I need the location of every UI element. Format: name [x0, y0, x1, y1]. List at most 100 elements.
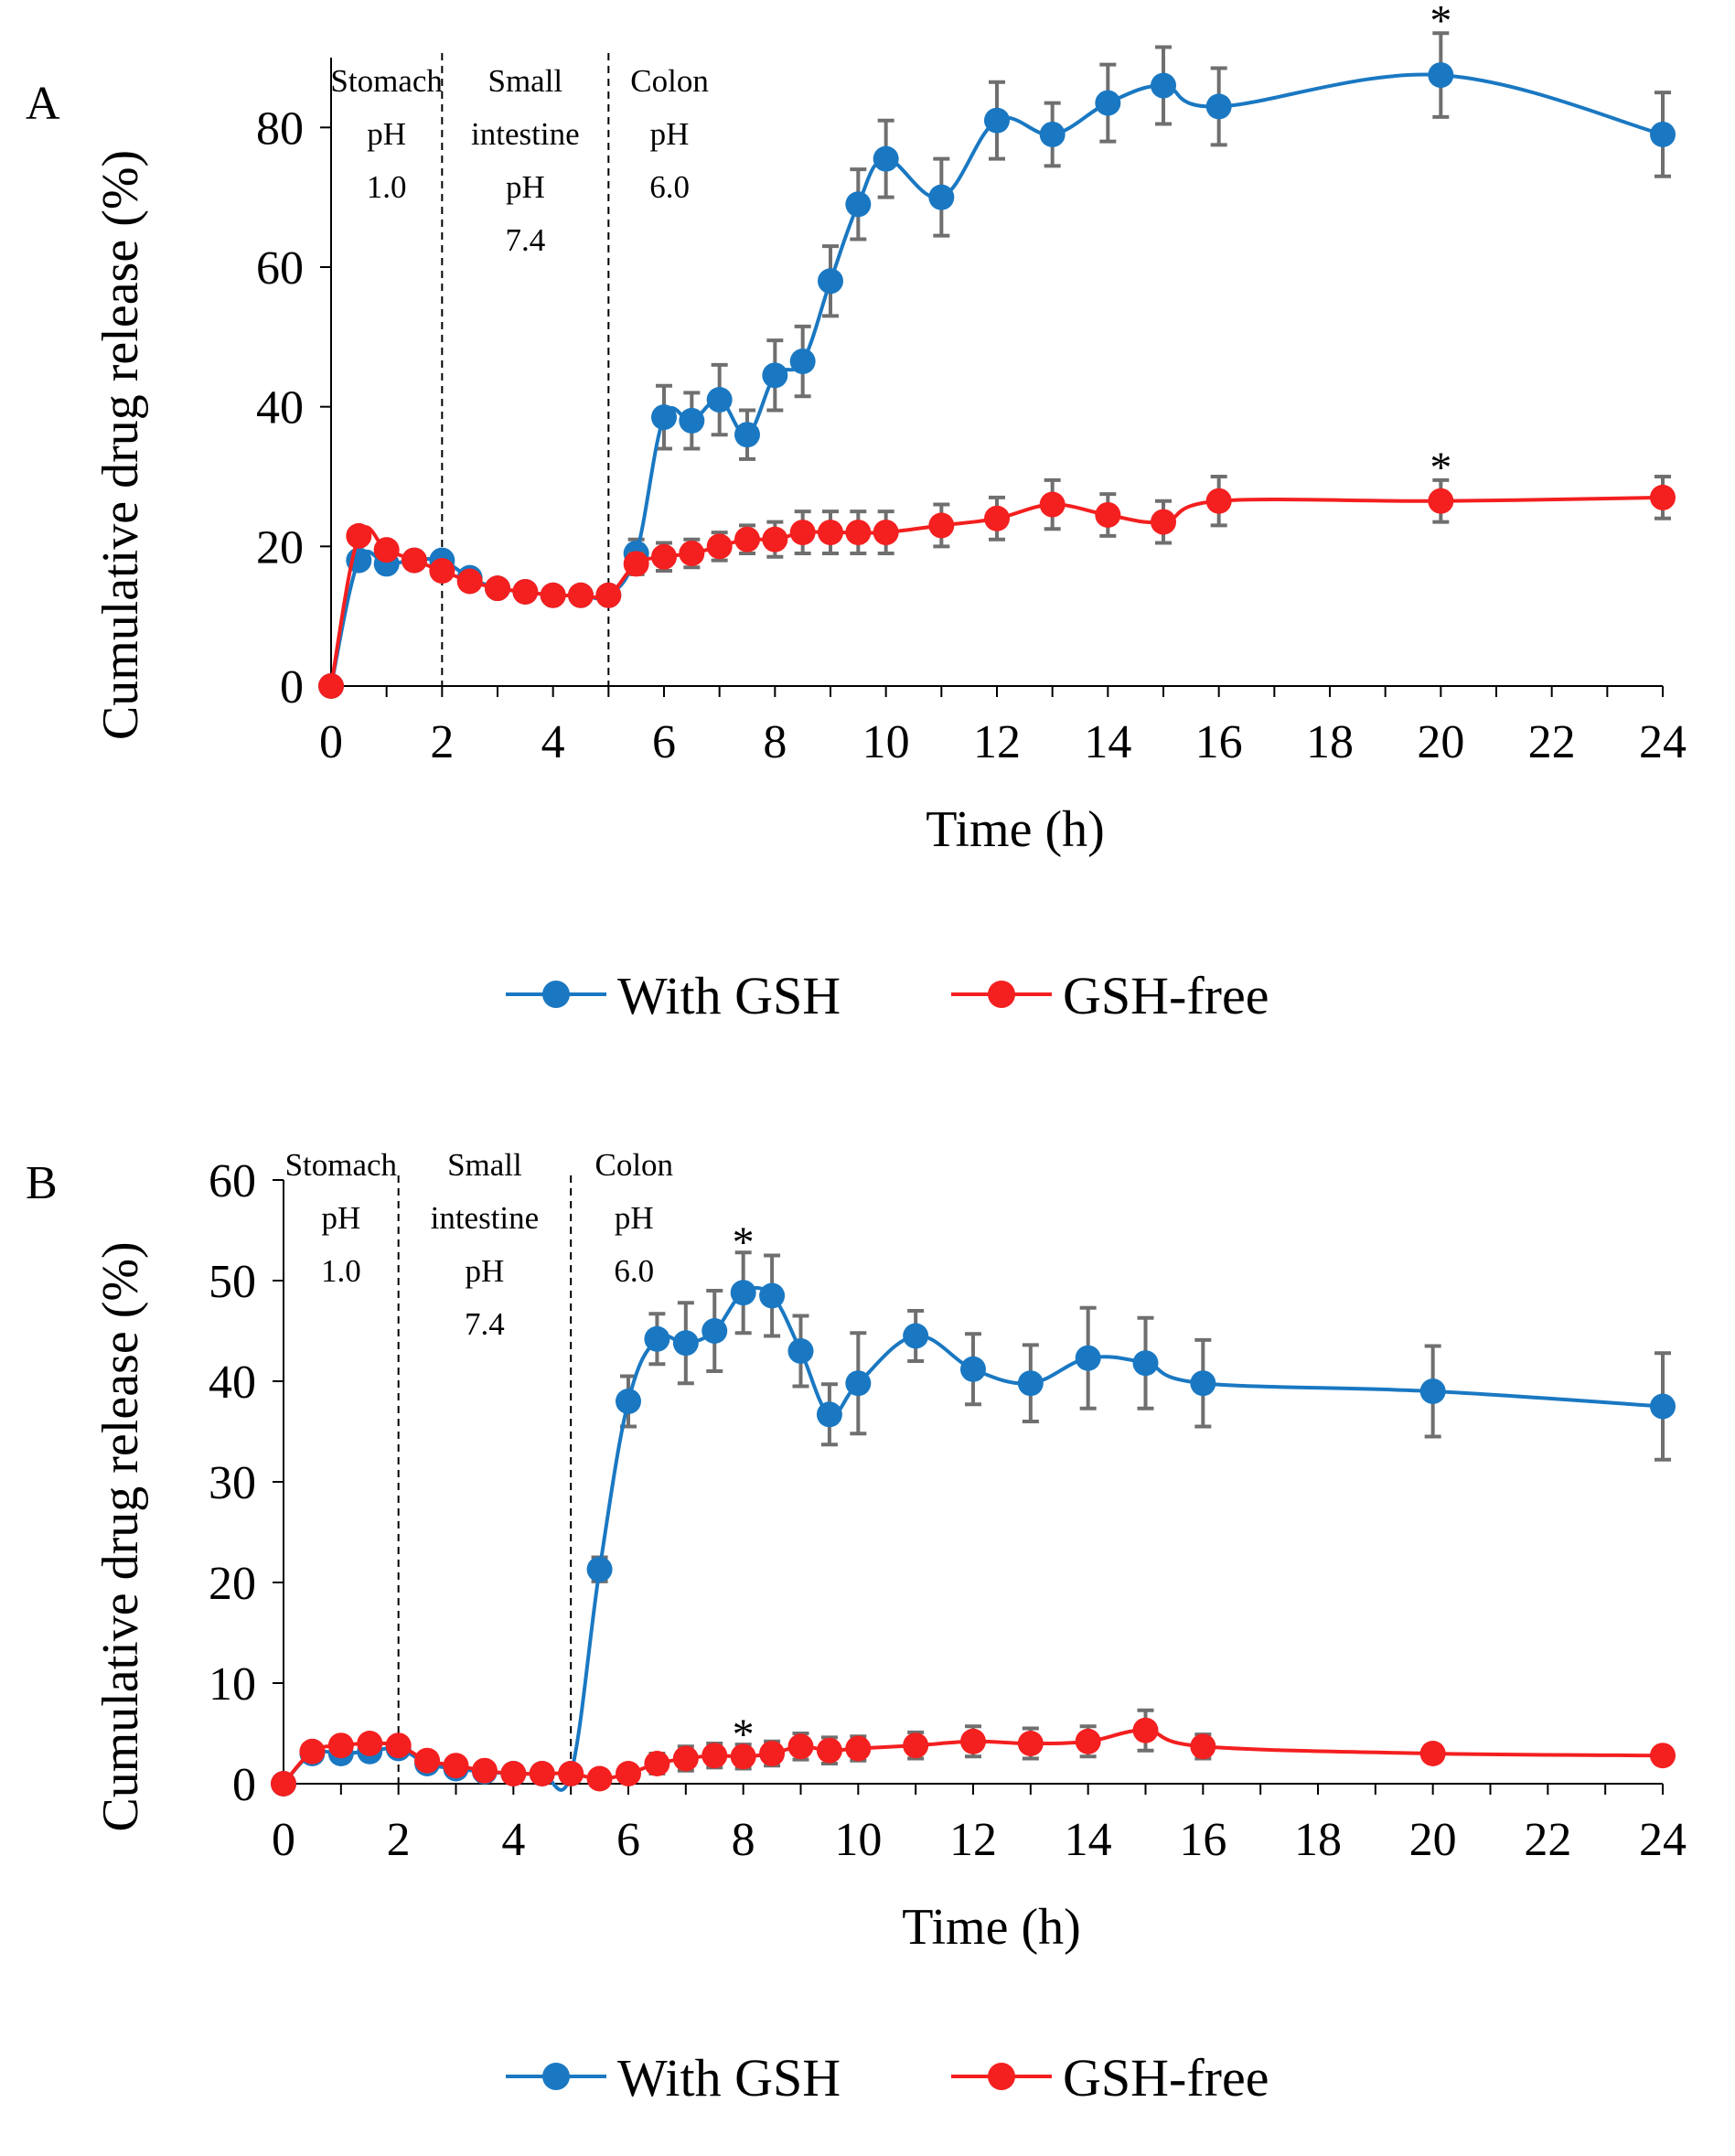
y-tick-label: 60	[209, 1155, 256, 1207]
y-tick-label: 40	[256, 382, 304, 434]
x-tick-label: 10	[862, 716, 910, 768]
significance-marker: *	[1430, 444, 1451, 492]
data-point	[1205, 488, 1232, 514]
panel-a-y-axis-title: Cumulative drug release (%)	[92, 150, 149, 740]
legend-label-with-gsh: With GSH	[617, 2048, 841, 2108]
panel-a-x-ticks: 0 2 4 6 8 10 12 14 16 18 20 22 24	[319, 686, 1687, 768]
data-point	[586, 1765, 613, 1792]
data-point	[706, 533, 733, 560]
region-label-line: Colon	[630, 63, 709, 99]
region-label-line: Small	[447, 1147, 522, 1183]
data-point	[960, 1728, 986, 1754]
x-tick-label: 0	[272, 1814, 295, 1866]
panel-b-significance: **	[733, 1218, 755, 1759]
x-tick-label: 12	[949, 1814, 997, 1866]
region-label-0: Stomach pH 1.0	[330, 63, 443, 205]
region-label-2: Colon pH 6.0	[594, 1147, 673, 1289]
data-point	[759, 1741, 786, 1766]
region-label-line: pH	[367, 116, 406, 152]
legend-swatch-marker	[988, 981, 1015, 1008]
data-point	[789, 520, 816, 546]
x-tick-label: 24	[1639, 716, 1687, 768]
region-label-line: pH	[466, 1253, 505, 1289]
data-point	[1190, 1370, 1216, 1397]
data-point	[1151, 72, 1176, 99]
data-point	[1039, 121, 1066, 147]
panel-a-y-ticks: 0 20 40 60 80	[256, 102, 331, 713]
data-point	[701, 1318, 728, 1344]
data-point	[595, 582, 622, 608]
region-label-line: 1.0	[321, 1253, 361, 1289]
data-point	[960, 1356, 986, 1382]
data-point	[762, 526, 788, 552]
y-tick-label: 30	[209, 1457, 256, 1509]
x-tick-label: 10	[834, 1814, 882, 1866]
data-point	[558, 1761, 584, 1786]
significance-marker: *	[1430, 0, 1451, 45]
data-point	[789, 349, 816, 375]
x-tick-label: 12	[973, 716, 1021, 768]
panel-a: A Stomach pH 1.0 Small intestine pH 7.4 Colon pH…	[26, 0, 1687, 858]
data-point	[1075, 1728, 1101, 1754]
data-point	[1650, 484, 1676, 510]
data-point	[616, 1761, 641, 1786]
legend-label-with-gsh: With GSH	[617, 966, 841, 1025]
data-point	[679, 540, 705, 566]
data-point	[1419, 1741, 1446, 1766]
x-tick-label: 24	[1639, 1814, 1687, 1866]
x-tick-label: 2	[387, 1814, 411, 1866]
region-label-line: Colon	[594, 1147, 673, 1183]
panel-a-region-labels: Stomach pH 1.0 Small intestine pH 7.4 Colon pH 6.…	[330, 63, 708, 258]
data-point	[816, 1401, 842, 1428]
region-label-1: Small intestine pH 7.4	[471, 63, 580, 258]
data-point	[318, 673, 344, 699]
data-point	[1017, 1731, 1044, 1756]
data-point	[706, 387, 733, 413]
x-tick-label: 4	[501, 1814, 525, 1866]
region-label-line: Stomach	[285, 1147, 398, 1183]
data-point	[429, 558, 455, 585]
data-point	[730, 1743, 756, 1770]
series-gsh-free	[318, 475, 1676, 699]
data-point	[1095, 90, 1121, 116]
legend-swatch-marker	[988, 2063, 1015, 2090]
data-point	[759, 1282, 786, 1309]
data-point	[1075, 1345, 1101, 1371]
data-point	[1205, 93, 1232, 120]
region-label-2: Colon pH 6.0	[630, 63, 709, 205]
panel-b-region-labels: Stomach pH 1.0 Small intestine pH 7.4 Colon pH 6.…	[285, 1147, 673, 1342]
data-point	[529, 1761, 555, 1786]
data-point	[327, 1732, 354, 1759]
data-point	[1428, 62, 1454, 89]
significance-marker: *	[733, 1218, 755, 1267]
panel-b-y-ticks: 0 10 20 30 40 50 60	[209, 1155, 284, 1811]
x-tick-label: 18	[1294, 1814, 1342, 1866]
data-point	[787, 1338, 814, 1364]
region-label-1: Small intestine pH 7.4	[431, 1147, 540, 1342]
data-point	[586, 1556, 613, 1582]
data-point	[1095, 501, 1121, 528]
data-point	[873, 145, 899, 172]
legend-swatch-marker	[542, 981, 570, 1008]
y-tick-label: 60	[256, 242, 304, 295]
x-tick-label: 22	[1524, 1814, 1571, 1866]
data-point	[1132, 1717, 1159, 1743]
data-point	[928, 512, 955, 539]
data-point	[762, 362, 788, 389]
data-point	[299, 1738, 326, 1764]
data-point	[644, 1325, 670, 1352]
data-point	[443, 1753, 469, 1779]
region-label-line: pH	[615, 1200, 654, 1236]
panel-b-y-axis-title: Cumulative drug release (%)	[92, 1241, 149, 1831]
data-point	[1039, 491, 1066, 518]
panel-b-label: B	[26, 1157, 58, 1209]
data-point	[540, 582, 566, 608]
data-point	[1017, 1370, 1044, 1397]
data-point	[471, 1757, 498, 1784]
data-point	[623, 551, 649, 577]
panel-b-series	[271, 1250, 1676, 1797]
significance-marker: *	[733, 1711, 755, 1759]
data-point	[500, 1761, 527, 1786]
y-tick-label: 10	[209, 1658, 256, 1711]
data-point	[672, 1330, 699, 1357]
